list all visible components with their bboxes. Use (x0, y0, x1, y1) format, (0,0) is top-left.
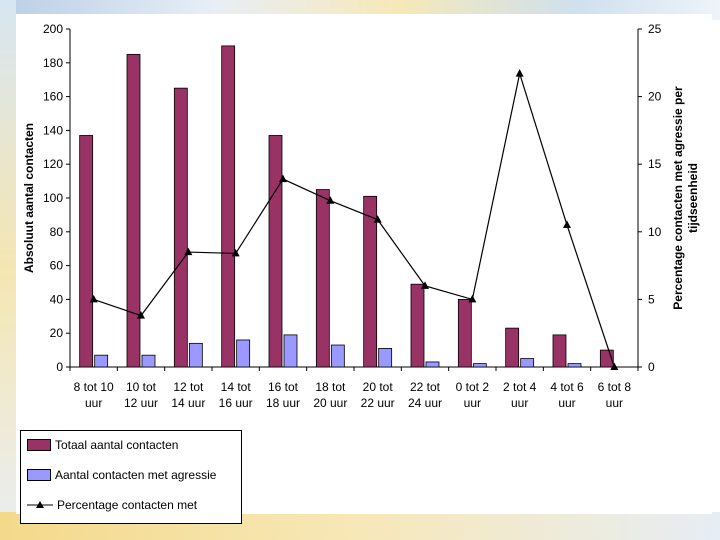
chart-legend: Totaal aantal contacten Aantal contacten… (20, 430, 242, 524)
y-tick-label: 160 (43, 90, 63, 104)
legend-label-total: Totaal aantal contacten (55, 438, 179, 452)
bar-agressie (472, 363, 487, 368)
bar-agressie (425, 361, 440, 368)
y-tick-label: 0 (56, 360, 63, 374)
y-tick-label: 80 (50, 225, 64, 239)
x-tick-label: 22 tot 24 uur (408, 380, 442, 410)
y-tick-label: 200 (43, 22, 63, 36)
bar-agressie (283, 334, 298, 368)
x-tick-label: 18 tot 20 uur (313, 380, 347, 410)
slide-left-decoration (0, 0, 16, 540)
line-percentage-marker (184, 247, 193, 256)
legend-item-aggression: Aantal contacten met agressie (27, 467, 216, 483)
legend-label-percentage: Percentage contacten met (57, 498, 198, 512)
line-percentage-marker (231, 248, 240, 257)
bar-agressie (378, 348, 393, 368)
x-tick-label: 10 tot 12 uur (124, 380, 158, 410)
y-axis-title: Absoluut aantal contacten (22, 123, 36, 273)
x-tick-label: 20 tot 22 uur (361, 380, 395, 410)
legend-key-percentage (27, 501, 53, 508)
legend-key-total (27, 439, 51, 451)
x-tick-label: 16 tot 18 uur (266, 380, 300, 410)
line-percentage-marker (563, 220, 571, 229)
y2-axis-title: Percentage contacten met agressie pertij… (671, 86, 700, 310)
bar-agressie (236, 339, 251, 368)
bar-agressie (520, 358, 535, 368)
y-tick-label: 120 (43, 157, 63, 171)
line-percentage-marker (279, 174, 287, 183)
y-tick-label: 180 (43, 56, 63, 70)
y-tick-label: 140 (43, 123, 63, 137)
bar-totaal (126, 53, 141, 368)
x-tick-label: 0 tot 2 uur (456, 380, 490, 410)
bar-totaal (268, 135, 283, 368)
bar-totaal (221, 45, 236, 368)
x-tick-label: 14 tot 16 uur (219, 380, 253, 410)
line-percentage-marker (373, 215, 382, 223)
bar-agressie (567, 363, 582, 368)
x-tick-label: 12 tot 14 uur (171, 380, 205, 410)
bar-totaal (173, 87, 188, 368)
bar-totaal (410, 283, 425, 368)
legend-item-total: Totaal aantal contacten (27, 437, 178, 453)
y2-tick-label: 25 (648, 22, 662, 36)
bar-totaal (315, 189, 330, 368)
y2-tick-label: 20 (648, 90, 662, 104)
line-percentage-marker (326, 196, 335, 204)
y2-tick-label: 10 (648, 225, 662, 239)
x-tick-label: 8 tot 10 uur (74, 380, 114, 410)
x-tick-label: 4 tot 6 uur (550, 380, 584, 410)
y2-tick-label: 5 (648, 292, 655, 306)
x-tick-label: 6 tot 8 uur (598, 380, 632, 410)
y2-tick-label: 15 (648, 157, 662, 171)
y-tick-label: 100 (43, 191, 63, 205)
legend-key-aggression (27, 469, 51, 481)
legend-label-aggression: Aantal contacten met agressie (55, 468, 217, 482)
line-percentage-marker (515, 69, 524, 77)
y2-tick-label: 0 (648, 360, 655, 374)
x-tick-label: 2 tot 4 uur (503, 380, 537, 410)
line-percentage-marker (468, 294, 477, 303)
y-tick-label: 20 (50, 326, 64, 340)
y-tick-label: 60 (50, 259, 64, 273)
legend-item-percentage: Percentage contacten met (27, 497, 197, 513)
bar-totaal (79, 135, 94, 368)
line-percentage-marker (610, 362, 619, 370)
bar-totaal (552, 334, 567, 368)
line-percentage (93, 71, 615, 368)
y-tick-label: 40 (50, 292, 64, 306)
bar-agressie (188, 342, 203, 368)
bar-totaal (363, 195, 378, 368)
bar-totaal (457, 298, 472, 368)
bar-agressie (330, 344, 345, 368)
bar-totaal (505, 327, 520, 368)
line-percentage-marker (89, 294, 98, 303)
line-percentage-marker (421, 281, 429, 289)
bar-agressie (141, 354, 156, 368)
bar-agressie (94, 354, 109, 368)
line-percentage-marker (137, 311, 145, 319)
